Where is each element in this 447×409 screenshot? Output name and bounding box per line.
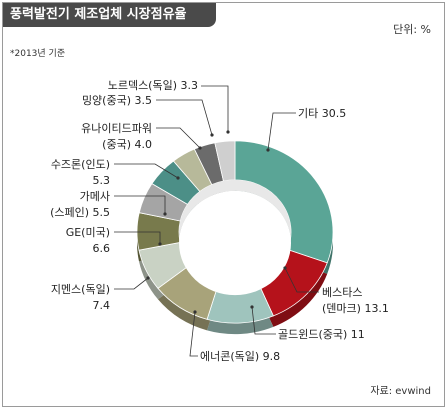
slice-label-GE-미국: GE(미국) 6.6 [66,226,110,255]
donut-inner-wall [179,179,291,243]
leader-dot-가메사-스페인 [163,212,167,216]
donut-hole [179,190,291,296]
slice-label-밍양-중국: 밍양(중국) 3.5 [82,94,152,107]
leader-dot-수즈론-인도 [176,176,180,180]
leader-dot-지멘스-독일 [146,276,150,280]
leader-dot-베스타스-덴마크 [283,266,287,270]
slice-label-기타: 기타 30.5 [298,107,346,120]
source-label: 자료: evwind [370,386,431,397]
slice-label-골드윈드-중국: 골드윈드(중국) 11 [278,327,365,341]
slice-label-에너콘-독일: 에너콘(독일) 9.8 [200,349,280,363]
leader-line-수즈론-인도 [114,163,179,179]
chart-title: 풍력발전기 제조업체 시장점유율 [3,3,216,27]
leader-line-가메사-스페인 [114,195,166,214]
leader-line-유나이티드파워-중국 [156,127,201,149]
slice-label-가메사-스페인: 가메사 (스페인) 5.5 [50,190,110,219]
leader-dot-밍양-중국 [210,133,214,137]
slice-label-유나이티드파워-중국: 유나이티드파워 (중국) 4.0 [81,122,152,151]
leader-line-밍양-중국 [156,99,213,136]
leader-line-지멘스-독일 [114,277,149,290]
leader-dot-노르덱스-독일 [226,130,230,134]
leader-dot-에너콘-독일 [193,310,197,314]
year-note: *2013년 기준 [10,49,66,59]
leader-dot-GE-미국 [158,242,162,246]
slice-label-노르덱스-독일: 노르덱스(독일) 3.3 [108,78,198,92]
unit-label: 단위: % [393,23,431,36]
slice-label-지멘스-독일: 지멘스(독일) 7.4 [51,282,110,312]
leader-line-골드윈드-중국 [251,306,276,335]
leader-dot-골드윈드-중국 [250,305,254,309]
leader-dot-유나이티드파워-중국 [198,146,202,150]
leader-line-베스타스-덴마크 [284,267,319,293]
slice-label-베스타스-덴마크: 베스타스 (덴마크) 13.1 [322,286,389,315]
leader-line-노르덱스-독일 [201,85,229,132]
leader-line-GE-미국 [114,231,161,244]
leader-line-기타 [267,112,296,151]
leader-dot-기타 [266,148,270,152]
slice-label-수즈론-인도: 수즈론(인도) 5.3 [51,158,110,187]
leader-line-에너콘-독일 [189,311,198,357]
